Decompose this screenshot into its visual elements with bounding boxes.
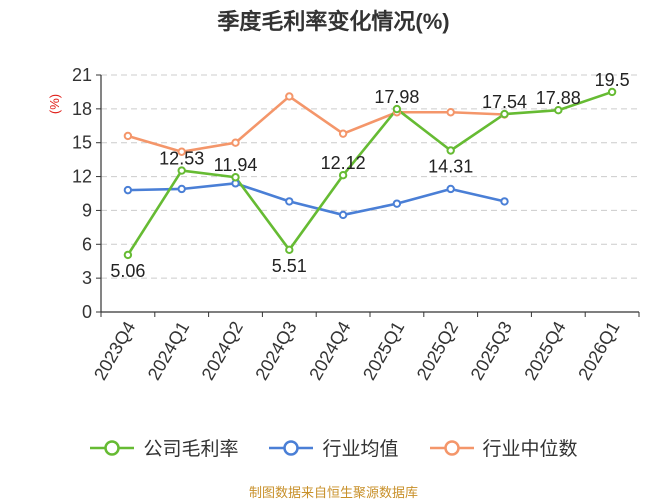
data-point bbox=[231, 138, 240, 147]
data-point bbox=[392, 199, 402, 208]
data-point bbox=[446, 108, 455, 117]
series-lines bbox=[126, 90, 613, 256]
data-label: 12.12 bbox=[321, 153, 366, 173]
chart-title: 季度毛利率变化情况(%) bbox=[217, 9, 450, 34]
x-tick-label: 2025Q3 bbox=[467, 318, 516, 383]
y-tick-label: 21 bbox=[72, 65, 92, 85]
data-point bbox=[123, 250, 133, 260]
y-tick-label: 12 bbox=[72, 167, 92, 187]
data-point bbox=[338, 171, 348, 180]
x-tick-label: 2025Q4 bbox=[520, 318, 569, 383]
data-point bbox=[231, 173, 240, 182]
data-point bbox=[338, 210, 348, 220]
data-point bbox=[123, 131, 133, 141]
series-line bbox=[127, 182, 505, 217]
y-tick-label: 0 bbox=[82, 302, 92, 322]
data-point bbox=[607, 87, 617, 97]
legend-item-industry-median[interactable]: 行业中位数 bbox=[429, 434, 578, 461]
data-point bbox=[177, 184, 186, 194]
data-point bbox=[446, 146, 455, 155]
legend-label-company: 公司毛利率 bbox=[143, 439, 239, 460]
legend: 公司毛利率 行业均值 行业中位数 bbox=[0, 434, 667, 461]
x-tick-label: 2024Q4 bbox=[305, 318, 354, 383]
data-point bbox=[177, 147, 186, 156]
data-label: 17.54 bbox=[482, 92, 527, 112]
data-point bbox=[285, 92, 294, 101]
series-line bbox=[127, 95, 505, 154]
data-point bbox=[392, 104, 402, 114]
data-point bbox=[500, 109, 509, 119]
data-label: 11.94 bbox=[214, 155, 258, 175]
data-point bbox=[554, 106, 563, 115]
data-point bbox=[123, 185, 133, 195]
x-tick-label: 2025Q1 bbox=[359, 318, 408, 383]
legend-swatch-orange-icon bbox=[429, 439, 474, 456]
legend-item-industry-mean[interactable]: 行业均值 bbox=[268, 434, 399, 461]
series-line bbox=[126, 90, 613, 256]
data-label: 14.31 bbox=[428, 157, 473, 177]
data-point bbox=[446, 184, 455, 194]
legend-swatch-green-icon bbox=[90, 439, 135, 456]
x-tick-label: 2024Q2 bbox=[198, 318, 247, 383]
data-point bbox=[500, 197, 509, 206]
data-points bbox=[123, 87, 617, 260]
x-tick-label: 2026Q1 bbox=[574, 318, 623, 383]
data-label: 17.88 bbox=[536, 88, 581, 108]
y-tick-label: 15 bbox=[72, 133, 92, 153]
data-point bbox=[285, 197, 294, 206]
y-tick-label: 18 bbox=[72, 99, 92, 119]
x-tick-label: 2023Q4 bbox=[90, 318, 139, 383]
data-label: 17.98 bbox=[374, 87, 419, 107]
legend-item-company[interactable]: 公司毛利率 bbox=[89, 434, 238, 461]
y-tick-label: 6 bbox=[82, 234, 92, 254]
y-tick-label: 9 bbox=[82, 200, 92, 220]
data-point bbox=[177, 166, 186, 175]
data-label: 19.5 bbox=[595, 70, 630, 90]
x-tick-label: 2025Q2 bbox=[413, 318, 462, 383]
y-tick-label: 3 bbox=[82, 268, 92, 288]
data-label: 5.51 bbox=[272, 256, 307, 276]
data-labels: 5.06 12.53 11.94 5.51 12.12 17.98 14.31 17.54 17… bbox=[110, 70, 629, 281]
legend-label-industry-median: 行业中位数 bbox=[482, 439, 578, 460]
legend-swatch-blue-icon bbox=[269, 439, 314, 456]
axes: 0 3 6 9 12 15 18 21 2023Q4 2024Q1 2024Q2 2024Q3 2024… bbox=[72, 65, 640, 383]
y-axis-label: (%) bbox=[47, 94, 62, 114]
x-tick-label: 2024Q3 bbox=[251, 318, 300, 383]
x-tick-label: 2024Q1 bbox=[144, 318, 193, 383]
data-label: 12.53 bbox=[159, 149, 204, 169]
data-source-note: 制图数据来自恒生聚源数据库 bbox=[248, 485, 418, 500]
data-point bbox=[285, 245, 294, 255]
legend-label-industry-mean: 行业均值 bbox=[322, 439, 399, 460]
data-label: 5.06 bbox=[110, 261, 145, 281]
data-point bbox=[338, 129, 348, 138]
